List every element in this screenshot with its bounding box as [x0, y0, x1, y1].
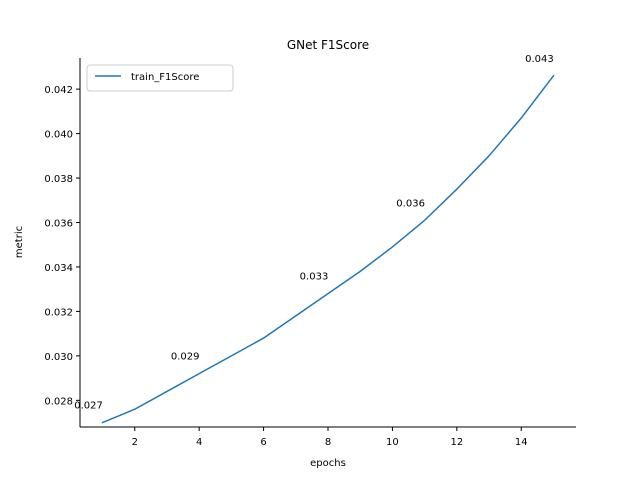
annotation-layer: 0.027 0.029 0.033 0.036 0.043 [74, 54, 554, 412]
legend: train_F1Score [86, 64, 234, 92]
data-label: 0.043 [525, 54, 554, 65]
axes [79, 58, 576, 428]
chart-title: GNet F1Score [287, 38, 369, 52]
x-tick-label: 10 [386, 437, 399, 448]
y-tick-label: 0.040 [44, 130, 73, 141]
data-label: 0.029 [171, 352, 200, 363]
data-label: 0.033 [300, 272, 329, 283]
y-tick-label: 0.034 [44, 263, 73, 274]
data-label: 0.036 [396, 198, 425, 209]
x-tick-label: 6 [260, 437, 266, 448]
y-tick-label: 0.032 [44, 307, 73, 318]
y-tick-label: 0.030 [44, 352, 73, 363]
y-tick-label: 0.036 [44, 218, 73, 229]
legend-label: train_F1Score [131, 72, 199, 83]
y-axis-label: metric [14, 226, 25, 258]
series-line-train_F1Score [101, 74, 555, 424]
x-tick-label: 14 [515, 437, 528, 448]
x-tick-label: 4 [196, 437, 202, 448]
y-ticks: 0.028 0.030 0.032 0.034 0.036 0.038 0.040 0.042 [44, 85, 80, 407]
y-tick-label: 0.038 [44, 174, 73, 185]
x-tick-label: 8 [325, 437, 331, 448]
y-tick-label: 0.042 [44, 85, 73, 96]
y-tick-label: 0.028 [44, 396, 73, 407]
series-layer [101, 74, 555, 424]
x-tick-label: 2 [132, 437, 138, 448]
x-axis-label: epochs [310, 458, 346, 469]
x-tick-label: 12 [450, 437, 463, 448]
legend-box [86, 64, 234, 92]
x-ticks: 2 4 6 8 10 12 14 [132, 427, 528, 448]
data-label: 0.027 [74, 401, 103, 412]
